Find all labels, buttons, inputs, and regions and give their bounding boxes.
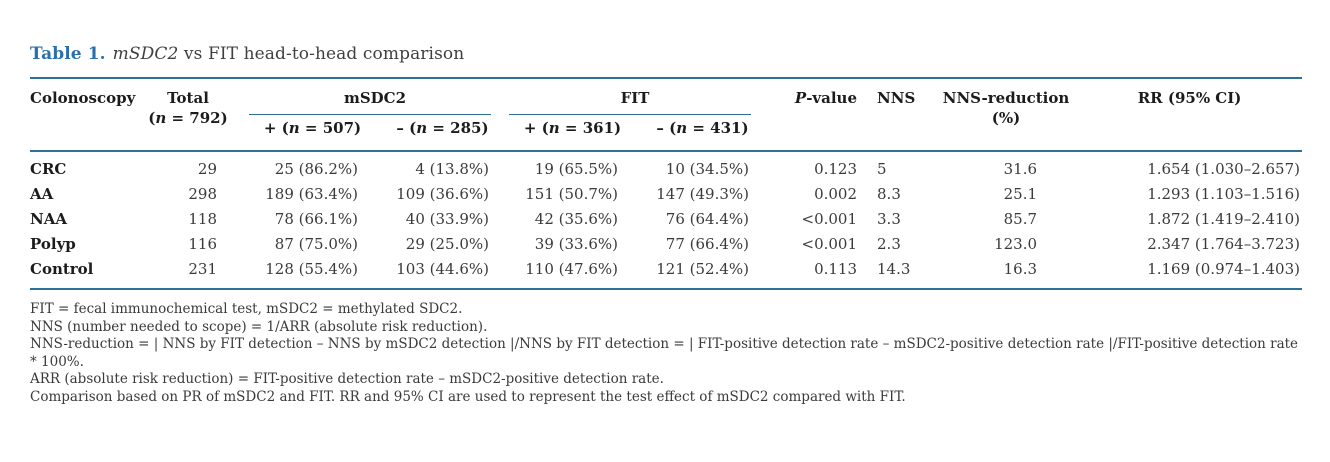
msdc2-group-rule — [249, 113, 491, 115]
cell-total: 118 — [188, 210, 217, 228]
row-label: NAA — [30, 210, 67, 228]
table-footnotes: FIT = fecal immunochemical test, mSDC2 =… — [30, 301, 1302, 407]
col-header-p-value: P-value — [794, 89, 858, 107]
fit-group-rule — [509, 113, 752, 115]
col-header-nns: NNS — [877, 89, 916, 107]
table-caption-gene: mSDC2 — [112, 44, 179, 64]
cell-p-value: 0.002 — [814, 185, 858, 203]
cell-nns: 3.3 — [877, 210, 901, 228]
col-header-fit-negative: – (n = 431) — [656, 119, 749, 137]
row-label: Control — [30, 257, 145, 290]
col-header-nns-reduction: NNS-reduction (%) — [942, 89, 1070, 127]
cell-p-value: 0.113 — [765, 257, 866, 290]
cell-msdc2-positive: 128 (55.4%) — [245, 257, 380, 290]
cell-msdc2-positive: 78 (66.1%) — [274, 210, 358, 228]
group-header-fit: FIT — [505, 78, 765, 115]
cell-nns-reduction: 123.0 — [994, 235, 1038, 253]
cell-fit-negative: 147 (49.3%) — [656, 185, 750, 203]
cell-msdc2-negative: 4 (13.8%) — [380, 150, 505, 182]
cell-rr: 1.872 (1.419–2.410) — [1147, 210, 1301, 228]
cell-fit-positive: 110 (47.6%) — [505, 257, 640, 290]
table-caption-label: Table 1. — [30, 44, 106, 64]
cell-rr: 1.169 (0.974–1.403) — [1077, 257, 1303, 290]
cell-nns-reduction: 85.7 — [1003, 210, 1038, 228]
cell-msdc2-negative: 103 (44.6%) — [380, 257, 505, 290]
footnote-line: ARR (absolute risk reduction) = FIT-posi… — [30, 371, 664, 388]
cell-fit-negative: 121 (52.4%) — [640, 257, 766, 290]
table-row-aa: AA 298 189 (63.4%) 109 (36.6%) 151 (50.7… — [30, 182, 1302, 207]
cell-fit-positive: 19 (65.5%) — [505, 150, 640, 182]
footnote-line: NNS (number needed to scope) = 1/ARR (ab… — [30, 318, 488, 335]
cell-fit-negative: 76 (64.4%) — [665, 210, 750, 228]
col-header-total: Total (n = 792) — [145, 78, 245, 151]
cell-total: 116 — [188, 235, 217, 253]
cell-nns: 8.3 — [877, 185, 901, 203]
footnote-line: Comparison based on PR of mSDC2 and FIT.… — [30, 388, 906, 405]
table-row-crc: CRC 29 25 (86.2%) 4 (13.8%) 19 (65.5%) 1… — [30, 150, 1303, 182]
cell-fit-positive: 151 (50.7%) — [525, 185, 618, 203]
table-row-polyp: Polyp 116 87 (75.0%) 29 (25.0%) 39 (33.6… — [30, 232, 1302, 257]
cell-p-value: 0.123 — [765, 150, 866, 182]
cell-nns-reduction: 25.1 — [1003, 185, 1038, 203]
cell-fit-positive: 39 (33.6%) — [534, 235, 618, 253]
group-header-fit-label: FIT — [620, 89, 650, 107]
col-header-rr: RR (95% CI) — [1137, 89, 1242, 107]
table-row-control: Control 231 128 (55.4%) 103 (44.6%) 110 … — [30, 257, 1303, 290]
cell-fit-positive: 42 (35.6%) — [534, 210, 618, 228]
footnote-line: FIT = fecal immunochemical test, mSDC2 =… — [30, 301, 463, 317]
col-header-colonoscopy: Colonoscopy — [30, 89, 136, 107]
col-header-msdc2-positive: + (n = 507) — [263, 119, 362, 137]
table-body: CRC 29 25 (86.2%) 4 (13.8%) 19 (65.5%) 1… — [30, 150, 1303, 290]
table-block: Table 1. mSDC2 vs FIT head-to-head compar… — [30, 0, 1303, 407]
cell-msdc2-negative: 40 (33.9%) — [405, 210, 489, 228]
cell-msdc2-positive: 87 (75.0%) — [274, 235, 358, 253]
cell-total: 29 — [145, 150, 245, 182]
col-header-fit-positive: + (n = 361) — [523, 119, 622, 137]
table-caption: Table 1. mSDC2 vs FIT head-to-head compar… — [30, 0, 1302, 64]
group-header-msdc2-label: mSDC2 — [343, 89, 407, 107]
cell-fit-negative: 77 (66.4%) — [665, 235, 750, 253]
row-label: Polyp — [30, 235, 76, 253]
row-label: CRC — [30, 150, 145, 182]
col-header-msdc2-negative: – (n = 285) — [396, 119, 489, 137]
row-label: AA — [30, 185, 54, 203]
cell-p-value: <0.001 — [801, 235, 858, 253]
cell-rr: 1.654 (1.030–2.657) — [1077, 150, 1303, 182]
col-header-total-line1: Total — [167, 89, 209, 107]
cell-msdc2-positive: 189 (63.4%) — [265, 185, 358, 203]
cell-nns-reduction: 16.3 — [935, 257, 1078, 290]
cell-msdc2-negative: 109 (36.6%) — [396, 185, 489, 203]
group-header-msdc2: mSDC2 — [245, 78, 505, 115]
footnote-line: NNS-reduction = | NNS by FIT detection –… — [30, 336, 1299, 370]
col-header-total-line2: (n = 792) — [148, 109, 228, 127]
cell-p-value: <0.001 — [801, 210, 858, 228]
cell-nns: 2.3 — [877, 235, 901, 253]
cell-nns: 5 — [865, 150, 936, 182]
cell-nns: 14.3 — [865, 257, 936, 290]
cell-total: 298 — [188, 185, 217, 203]
cell-msdc2-negative: 29 (25.0%) — [405, 235, 489, 253]
table-caption-text: vs FIT head-to-head comparison — [178, 44, 465, 64]
cell-rr: 1.293 (1.103–1.516) — [1147, 185, 1301, 203]
cell-msdc2-positive: 25 (86.2%) — [245, 150, 380, 182]
cell-total: 231 — [145, 257, 245, 290]
table-row-naa: NAA 118 78 (66.1%) 40 (33.9%) 42 (35.6%)… — [30, 207, 1302, 232]
cell-fit-negative: 10 (34.5%) — [640, 150, 766, 182]
table-header: Colonoscopy Total (n = 792) mSDC2 FIT P-… — [30, 78, 1302, 151]
comparison-table: Colonoscopy Total (n = 792) mSDC2 FIT P-… — [30, 77, 1303, 290]
cell-rr: 2.347 (1.764–3.723) — [1147, 235, 1301, 253]
cell-nns-reduction: 31.6 — [935, 150, 1078, 182]
